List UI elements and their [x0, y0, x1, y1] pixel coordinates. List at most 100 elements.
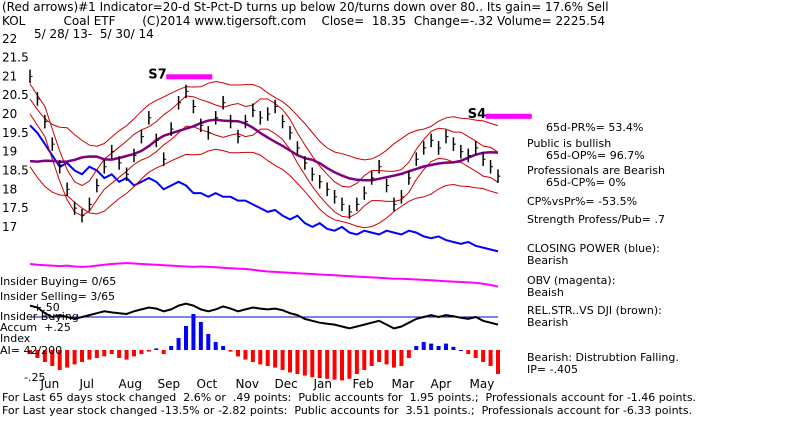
insider-selling: Insider Selling= 3/65 — [0, 290, 116, 303]
accum-bar — [161, 350, 166, 354]
month-tick-label: Apr — [431, 377, 452, 391]
moving-average-line — [29, 118, 499, 182]
accum-bar — [42, 350, 47, 362]
accum-bar — [481, 350, 486, 362]
price-tick-label: 20 — [2, 107, 17, 121]
ai-label: AI= 42/200 — [0, 344, 63, 357]
accum-bar — [406, 350, 411, 358]
accum-bar — [28, 350, 32, 354]
stat-professionals-bearish: Professionals are Bearish — [527, 164, 665, 177]
stat-strength-ratio: Strength Profess/Pub= .7 — [527, 213, 665, 226]
accum-bar — [176, 338, 181, 350]
label-obv: OBV (magenta): — [527, 274, 616, 287]
signal-label: S7 — [148, 67, 166, 82]
accum-bar — [265, 350, 270, 366]
accum-bar — [228, 350, 233, 352]
accum-bar — [384, 350, 389, 365]
accum-bar — [354, 350, 359, 374]
accum-bar — [496, 350, 500, 374]
accum-bar — [213, 342, 218, 350]
signal-label: S4 — [468, 107, 486, 122]
accum-bar — [392, 350, 396, 368]
footer-line-1: For Last 65 days stock changed 2.6% or .… — [2, 391, 697, 404]
lower-band-line — [29, 148, 499, 229]
stat-65d-pr: 65d-PR%= 53.4% — [546, 121, 644, 134]
accum-bar — [340, 350, 344, 381]
accum-bar — [198, 322, 203, 350]
accum-bar — [444, 343, 448, 350]
accum-bar — [65, 350, 70, 368]
accum-bar — [436, 346, 441, 350]
month-tick-label: Feb — [353, 377, 374, 391]
inner-lower-band-line — [29, 113, 499, 218]
accum-bar — [236, 350, 240, 357]
accum-bar — [317, 350, 322, 378]
accum-bar — [146, 350, 151, 352]
insider-buying: Insider Buying= 0/65 — [0, 275, 117, 288]
price-tick-label: 21.5 — [2, 51, 29, 65]
accum-bar — [109, 350, 114, 354]
stat-65d-op: 65d-OP%= 96.7% — [546, 149, 645, 162]
label-rel-strength: REL.STR..VS DJI (brown): — [527, 304, 662, 317]
accum-bar — [80, 350, 84, 362]
accum-bar — [132, 350, 136, 357]
rel-strength-line — [29, 302, 499, 330]
accum-bar — [184, 326, 188, 350]
accum-bar — [458, 350, 463, 351]
accum-bar — [57, 350, 62, 370]
price-tick-label: 18.5 — [2, 163, 29, 177]
accum-bar — [35, 350, 40, 358]
accum-bar — [169, 346, 174, 350]
accum-bar — [117, 350, 122, 358]
price-tick-label: 17 — [2, 220, 17, 234]
accum-bar — [154, 348, 159, 350]
accum-bar — [94, 350, 99, 358]
closing-power-line — [29, 124, 499, 253]
price-tick-label: 19.5 — [2, 126, 29, 140]
insider-buying-2: Insider Buying — [0, 310, 79, 323]
accum-bar — [206, 334, 211, 350]
label-obv-state: Beaish — [527, 286, 564, 299]
accum-bar — [414, 346, 419, 350]
accum-bar — [191, 314, 196, 350]
accum-bar — [258, 350, 263, 365]
month-tick-label: Jan — [313, 377, 333, 391]
month-tick-label: May — [470, 377, 495, 391]
accum-bar — [273, 350, 278, 368]
accum-tick-plus-25: Accum +.25 — [0, 321, 71, 334]
month-tick-label: Mar — [392, 377, 415, 391]
price-tick-label: 21 — [2, 69, 17, 83]
header-line-1: (Red arrows)#1 Indicator=20-d St-Pct-D t… — [2, 0, 609, 14]
date-range: 5/ 28/ 13- 5/ 30/ 14 — [34, 27, 154, 41]
label-rel-strength-state: Bearish — [527, 316, 569, 329]
accum-tick-minus-25: -.25 — [24, 371, 46, 384]
price-tick-label: 20.5 — [2, 88, 29, 102]
stat-cp-vs-pr: CP%vsPr%= -53.5% — [527, 195, 638, 208]
label-accum-ip: IP= -.405 — [527, 363, 579, 376]
accum-bar — [102, 350, 107, 357]
accum-bar — [473, 350, 478, 358]
accum-bar — [399, 350, 404, 366]
accum-bar — [250, 350, 255, 362]
label-accum: Bearish: Distrubtion Falling. — [527, 351, 679, 364]
accum-bar — [50, 350, 55, 366]
month-tick-label: Dec — [275, 377, 298, 391]
accum-bar — [466, 350, 471, 354]
accum-tick-plus-50: +.50 — [33, 301, 60, 314]
accum-bar — [325, 350, 330, 379]
month-tick-label: Nov — [236, 377, 259, 391]
accum-bar — [332, 350, 337, 380]
signal-zone-marker — [485, 113, 532, 119]
accum-bar — [421, 342, 426, 350]
month-tick-label: Aug — [119, 377, 142, 391]
accum-bar — [451, 346, 456, 350]
accum-bar — [302, 350, 307, 376]
stat-public-bullish: Public is bullish — [527, 137, 612, 150]
upper-band-line — [29, 80, 499, 161]
price-tick-label: 18 — [2, 182, 17, 196]
accum-bar — [429, 343, 434, 350]
inner-upper-band-line — [29, 83, 499, 188]
index-label: Index — [0, 332, 31, 345]
accum-bar — [288, 350, 292, 373]
price-tick-label: 17.5 — [2, 201, 29, 215]
